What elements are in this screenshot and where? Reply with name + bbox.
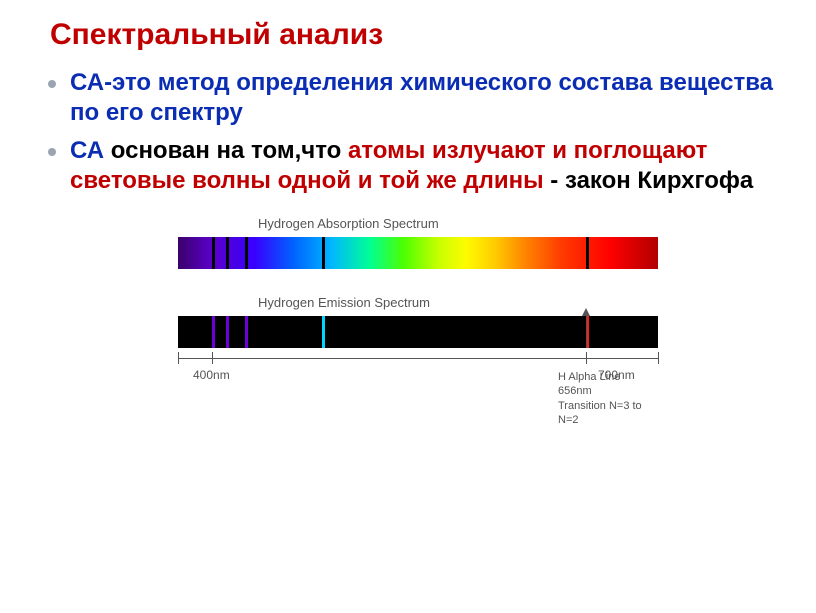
emission-line: [322, 316, 325, 348]
bullet-text: СА-это метод определения химического сос…: [70, 68, 786, 128]
axis-tick: [178, 352, 179, 364]
absorption-label: Hydrogen Absorption Spectrum: [258, 216, 678, 231]
text-span: СА: [70, 137, 104, 164]
axis-tick: [658, 352, 659, 364]
bullet-text: СА основан на том,что атомы излучают и п…: [70, 136, 786, 196]
slide-title: Спектральный анализ: [50, 18, 786, 52]
h-alpha-line-1: H Alpha Line: [558, 370, 658, 384]
arrowhead-icon: [582, 308, 590, 316]
axis-tick: [586, 352, 587, 364]
bullet-item: СА основан на том,что атомы излучают и п…: [48, 136, 786, 196]
h-alpha-caption: H Alpha Line656nmTransition N=3 to N=2: [558, 370, 658, 427]
absorption-line: [586, 237, 589, 269]
text-span: основан на том,что: [104, 137, 348, 164]
bullet-item: СА-это метод определения химического сос…: [48, 68, 786, 128]
spectrum-diagram: Hydrogen Absorption Spectrum Hydrogen Em…: [138, 216, 678, 404]
absorption-line: [212, 237, 215, 269]
absorption-line: [226, 237, 229, 269]
axis-tick: [212, 352, 213, 364]
h-alpha-line-3: Transition N=3 to N=2: [558, 399, 658, 428]
text-span: - закон Кирхгофа: [544, 167, 754, 194]
text-span: метод определения химического состава ве…: [70, 69, 773, 126]
absorption-line: [245, 237, 248, 269]
wavelength-axis: 400nm 700nm H Alpha Line656nmTransition …: [178, 358, 658, 404]
h-alpha-pointer: [586, 314, 587, 348]
text-span: СА-это: [70, 69, 151, 96]
bullet-icon: [48, 80, 56, 88]
h-alpha-line-2: 656nm: [558, 384, 658, 398]
bullet-list: СА-это метод определения химического сос…: [48, 68, 786, 196]
emission-line: [226, 316, 229, 348]
emission-label: Hydrogen Emission Spectrum: [258, 295, 678, 310]
emission-line: [212, 316, 215, 348]
bullet-icon: [48, 148, 56, 156]
absorption-line: [322, 237, 325, 269]
axis-label-400: 400nm: [193, 368, 230, 382]
emission-line: [245, 316, 248, 348]
absorption-spectrum: [178, 237, 658, 269]
